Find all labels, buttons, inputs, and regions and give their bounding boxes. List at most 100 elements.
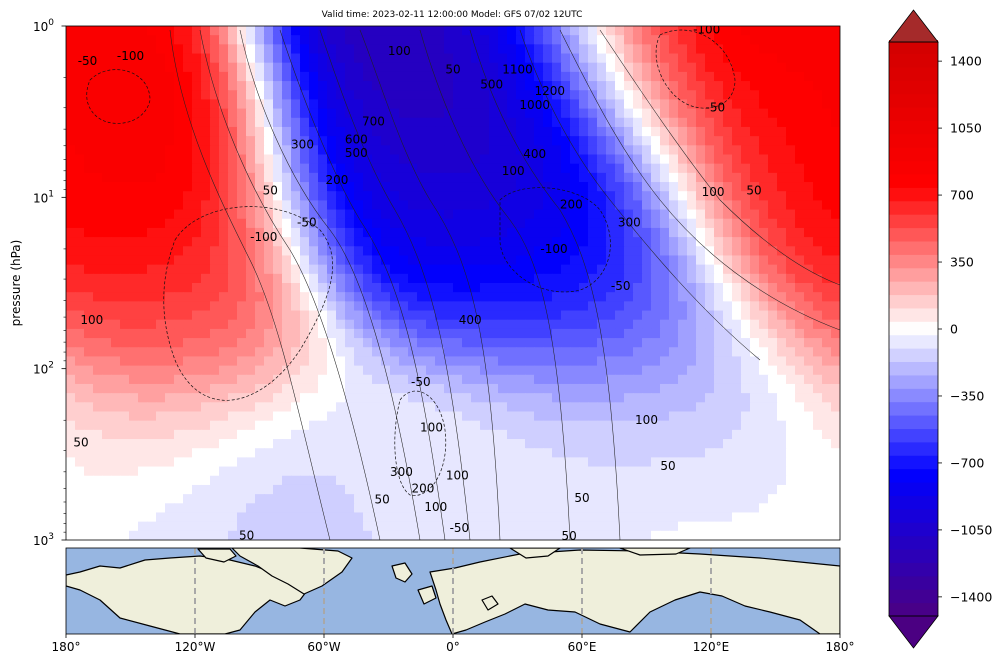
heatmap-cell — [84, 347, 94, 358]
heatmap-cell — [651, 200, 661, 211]
heatmap-cell — [372, 126, 382, 137]
heatmap-cell — [669, 81, 679, 91]
heatmap-cell — [165, 172, 175, 183]
heatmap-cell — [255, 26, 265, 36]
heatmap-cell — [120, 411, 130, 422]
heatmap-cell — [453, 411, 463, 422]
heatmap-cell — [579, 420, 589, 431]
heatmap-cell — [813, 255, 823, 266]
heatmap-cell — [93, 475, 103, 486]
heatmap-cell — [183, 466, 193, 477]
heatmap-cell — [345, 457, 355, 468]
heatmap-cell — [678, 191, 688, 201]
heatmap-cell — [633, 283, 643, 293]
heatmap-cell — [246, 44, 256, 55]
heatmap-cell — [804, 457, 814, 468]
heatmap-cell — [741, 117, 751, 128]
heatmap-cell — [165, 439, 175, 449]
heatmap-cell — [831, 264, 840, 275]
heatmap-cell — [822, 503, 832, 514]
heatmap-cell — [417, 136, 427, 146]
heatmap-cell — [237, 310, 247, 321]
heatmap-cell — [651, 62, 661, 73]
heatmap-cell — [732, 255, 742, 266]
heatmap-cell — [759, 521, 769, 532]
heatmap-cell — [795, 420, 805, 431]
heatmap-cell — [408, 448, 418, 458]
heatmap-cell — [129, 108, 139, 119]
heatmap-cell — [678, 328, 688, 339]
heatmap-cell — [534, 53, 544, 64]
heatmap-cell — [147, 136, 157, 146]
contour-label: 400 — [459, 313, 482, 327]
heatmap-cell — [768, 530, 778, 540]
heatmap-cell — [246, 439, 256, 449]
heatmap-cell — [291, 356, 301, 367]
heatmap-cell — [633, 44, 643, 55]
heatmap-cell — [750, 365, 760, 376]
heatmap-cell — [138, 420, 148, 431]
heatmap-cell — [480, 227, 490, 238]
heatmap-cell — [498, 374, 508, 385]
heatmap-cell — [228, 439, 238, 449]
heatmap-cell — [669, 457, 679, 468]
heatmap-cell — [516, 191, 526, 201]
heatmap-cell — [669, 466, 679, 477]
heatmap-cell — [831, 411, 840, 422]
heatmap-cell — [120, 26, 130, 36]
heatmap-cell — [687, 255, 697, 266]
heatmap-cell — [417, 62, 427, 73]
heatmap-cell — [624, 328, 634, 339]
heatmap-cell — [759, 338, 769, 348]
heatmap-cell — [606, 475, 616, 486]
heatmap-cell — [381, 439, 391, 449]
heatmap-cell — [237, 136, 247, 146]
heatmap-cell — [786, 365, 796, 376]
heatmap-cell — [642, 26, 652, 36]
heatmap-cell — [786, 246, 796, 257]
heatmap-cell — [147, 182, 157, 192]
heatmap-cell — [174, 383, 184, 394]
heatmap-cell — [579, 494, 589, 504]
heatmap-cell — [795, 347, 805, 358]
map-gridlines — [194, 548, 712, 634]
heatmap-cell — [750, 374, 760, 385]
heatmap-cell — [246, 35, 256, 45]
heatmap-cell — [588, 338, 598, 348]
heatmap-cell — [534, 227, 544, 238]
heatmap-cell — [111, 273, 121, 284]
heatmap-cell — [390, 457, 400, 468]
heatmap-cell — [75, 191, 85, 201]
heatmap-cell — [696, 246, 706, 257]
heatmap-cell — [561, 365, 571, 376]
heatmap-cell — [633, 273, 643, 284]
heatmap-cell — [714, 402, 724, 413]
heatmap-cell — [237, 200, 247, 211]
heatmap-cell — [651, 191, 661, 201]
colorbar-step — [889, 321, 938, 336]
heatmap-cell — [219, 227, 229, 238]
heatmap-cell — [759, 439, 769, 449]
heatmap-cell — [687, 163, 697, 174]
heatmap-cell — [822, 108, 832, 119]
heatmap-cell — [282, 237, 292, 247]
heatmap-cell — [84, 310, 94, 321]
heatmap-cell — [813, 227, 823, 238]
heatmap-cell — [264, 200, 274, 211]
heatmap-cell — [579, 172, 589, 183]
heatmap-cell — [174, 466, 184, 477]
heatmap-cell — [417, 347, 427, 358]
heatmap-cell — [165, 71, 175, 82]
heatmap-cell — [174, 439, 184, 449]
heatmap-cell — [687, 145, 697, 156]
heatmap-cell — [300, 310, 310, 321]
heatmap-cell — [624, 71, 634, 82]
heatmap-cell — [219, 310, 229, 321]
heatmap-cell — [291, 126, 301, 137]
heatmap-cell — [741, 420, 751, 431]
heatmap-cell — [129, 347, 139, 358]
heatmap-cell — [489, 347, 499, 358]
heatmap-cell — [147, 512, 157, 523]
heatmap-cell — [408, 439, 418, 449]
heatmap-cell — [138, 154, 148, 165]
